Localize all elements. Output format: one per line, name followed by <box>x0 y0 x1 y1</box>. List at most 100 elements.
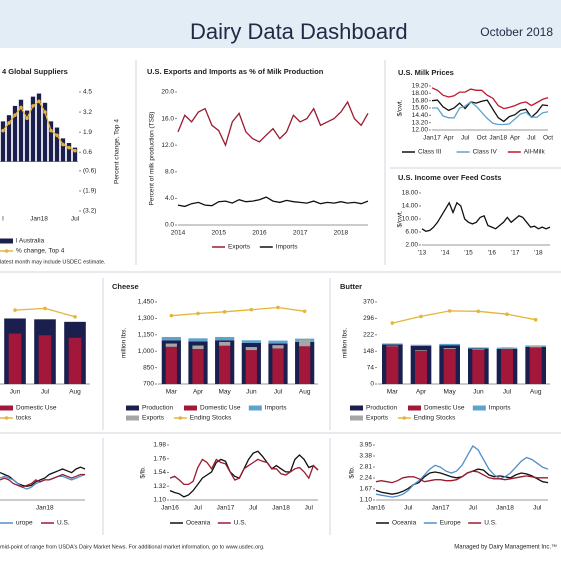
bar <box>54 127 60 162</box>
x-tick-label: '13 <box>418 250 427 257</box>
y-tick-label: 19.20 <box>412 83 429 90</box>
x-tick-label: Jan18 <box>36 505 54 512</box>
y-tick-label: 1.67 <box>359 486 372 493</box>
bar <box>439 343 460 346</box>
chart-panel: U.S. Exports and Imports as % of Milk Pr… <box>147 67 369 251</box>
legend-label: Production <box>366 405 397 412</box>
line-point <box>533 317 538 322</box>
line-point <box>476 309 481 314</box>
legend-label: % change, Top 4 <box>16 248 65 255</box>
x-tick-label: Jul <box>71 216 80 223</box>
bar <box>472 348 485 350</box>
line-point <box>249 307 254 312</box>
bar <box>382 343 403 345</box>
line-point <box>447 309 452 313</box>
y-tick-label: 1,150 <box>138 332 155 339</box>
bar <box>472 349 485 384</box>
series-line <box>421 201 551 232</box>
chart-title: 4 Global Suppliers <box>2 67 68 76</box>
x-tick-label: May <box>444 389 457 396</box>
x-tick-label: Jan16 <box>161 505 179 512</box>
footnote: mid-point of range from USDA's Dairy Mar… <box>0 544 265 550</box>
y-tick-label: 0 <box>370 381 374 388</box>
y-axis-label: $/cwt. <box>397 210 404 227</box>
bar <box>6 115 12 162</box>
legend-label: Ending Stocks <box>414 415 456 422</box>
dashboard-title: Dairy Data Dashboard <box>190 19 408 44</box>
bar <box>386 345 399 347</box>
bar <box>165 343 177 347</box>
legend-swatch <box>0 238 13 244</box>
chart-title: U.S. Milk Prices <box>398 68 454 77</box>
x-tick-label: Jul <box>461 135 470 142</box>
chart-panel: 4 Global Suppliers Percent change, Top 4 4… <box>0 67 121 255</box>
y-axis-label: $/lb. <box>349 466 356 478</box>
y-tick-label: 1,450 <box>138 299 155 306</box>
y-tick-label: 1.98 <box>153 442 166 449</box>
line-point <box>505 312 509 316</box>
y-tick-label: 0.0 <box>165 222 174 229</box>
bar <box>219 341 231 346</box>
series-line <box>169 450 319 498</box>
line-point <box>31 104 35 108</box>
bar <box>161 336 181 341</box>
x-tick-label: Mar <box>166 389 178 396</box>
series-line <box>169 458 319 486</box>
legend-label: U.S. <box>484 520 497 527</box>
bar <box>468 347 489 349</box>
bar <box>60 138 66 162</box>
bar <box>241 340 261 343</box>
line-point <box>73 148 77 153</box>
x-tick-label: '16 <box>488 250 497 257</box>
y-tick-label: 16.80 <box>412 97 429 104</box>
x-tick-label: Jul <box>533 505 542 512</box>
bar <box>42 102 48 162</box>
y-tick-label: 12.0 <box>161 142 174 149</box>
line-point <box>43 110 47 114</box>
bar <box>188 338 208 342</box>
legend-label: Imports <box>489 405 511 412</box>
x-tick-label: Jan16 <box>367 505 385 512</box>
line-point <box>1 128 5 133</box>
chart-panel: $/lb. 1.10 1.67 2.24 2.81 3.38 3.95 Jan16 Jul Jan… <box>349 442 549 527</box>
legend-label: Oceania <box>186 520 211 527</box>
x-tick-label: Mar <box>387 389 399 396</box>
bar <box>36 93 42 162</box>
bar <box>0 121 6 162</box>
series-line <box>375 445 549 498</box>
bar <box>192 345 204 350</box>
line-point <box>55 133 59 138</box>
x-tick-label: Jul <box>274 389 283 396</box>
bar <box>12 105 18 162</box>
chart-panel: Jun Jul Aug Domestic Use tocks <box>0 306 90 422</box>
bar <box>72 147 78 162</box>
line-point <box>302 309 307 314</box>
x-tick-label: Jan17 <box>423 135 441 142</box>
y-tick-label: (0.6) <box>83 168 96 175</box>
x-tick-label: Jun <box>473 389 484 396</box>
bar <box>500 347 514 349</box>
series-line <box>431 99 549 123</box>
y-tick-label: 2.24 <box>359 475 372 482</box>
legend-label: Class III <box>418 149 442 156</box>
bar <box>529 347 542 384</box>
chart-title: Cheese <box>112 282 139 291</box>
x-tick-label: Jan17 <box>432 505 450 512</box>
y-axis-label: $/lb. <box>140 466 147 478</box>
bar <box>24 110 30 162</box>
x-tick-label: '18 <box>534 250 543 257</box>
y-tick-label: 14.40 <box>412 112 429 119</box>
legend-swatch <box>178 416 183 420</box>
x-tick-label: 2018 <box>334 230 349 237</box>
x-tick-label: Jul <box>469 505 478 512</box>
bar <box>410 344 432 346</box>
legend-label: Class IV <box>473 149 498 156</box>
bar <box>245 347 257 351</box>
line-point <box>169 313 174 318</box>
chart-panel: Butter million lbs. 0 74 148 222 296 370 Mar Apr M… <box>340 282 550 422</box>
legend-swatch <box>408 405 421 411</box>
bar <box>299 346 311 384</box>
y-tick-label: 16.0 <box>161 115 174 122</box>
y-tick-label: 4.5 <box>83 89 92 96</box>
chart-title: U.S. Income over Feed Costs <box>398 173 501 182</box>
